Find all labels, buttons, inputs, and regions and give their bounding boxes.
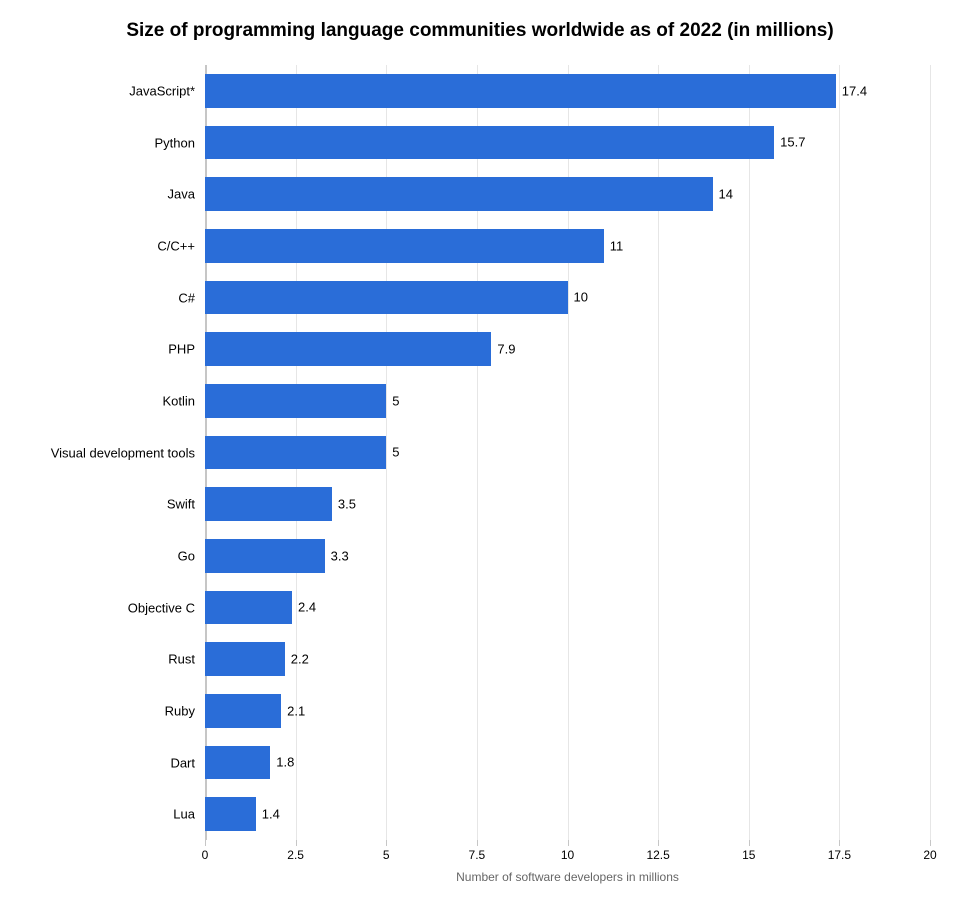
gridline bbox=[930, 65, 931, 840]
bar-row: 10 bbox=[205, 281, 930, 315]
bar-value-label: 2.1 bbox=[281, 703, 305, 718]
bar-row: 5 bbox=[205, 384, 930, 418]
category-label: Rust bbox=[168, 652, 205, 667]
category-label: C# bbox=[178, 290, 205, 305]
bar-value-label: 10 bbox=[568, 290, 588, 305]
bar-value-label: 5 bbox=[386, 445, 399, 460]
bar: 11 bbox=[205, 229, 604, 263]
bar-value-label: 1.4 bbox=[256, 807, 280, 822]
category-label: Ruby bbox=[165, 703, 205, 718]
category-label: Visual development tools bbox=[51, 445, 205, 460]
bar: 5 bbox=[205, 436, 386, 470]
bar-value-label: 2.2 bbox=[285, 652, 309, 667]
category-label: Dart bbox=[170, 755, 205, 770]
x-tick-label: 2.5 bbox=[287, 840, 304, 862]
bar-row: 15.7 bbox=[205, 126, 930, 160]
bar-row: 3.3 bbox=[205, 539, 930, 573]
bar-row: 14 bbox=[205, 177, 930, 211]
x-tick-label: 17.5 bbox=[828, 840, 851, 862]
bar-value-label: 11 bbox=[604, 238, 624, 253]
bar-row: 7.9 bbox=[205, 332, 930, 366]
bar: 15.7 bbox=[205, 126, 774, 160]
category-label: Objective C bbox=[128, 600, 205, 615]
bar: 1.8 bbox=[205, 746, 270, 780]
bar-value-label: 15.7 bbox=[774, 135, 805, 150]
x-tick-label: 20 bbox=[923, 840, 936, 862]
bar-value-label: 14 bbox=[713, 187, 733, 202]
bar-row: 17.4 bbox=[205, 74, 930, 108]
bar-value-label: 3.5 bbox=[332, 497, 356, 512]
bar-value-label: 2.4 bbox=[292, 600, 316, 615]
category-label: Go bbox=[178, 548, 205, 563]
chart-container: Size of programming language communities… bbox=[0, 0, 960, 908]
x-axis-label: Number of software developers in million… bbox=[456, 840, 679, 884]
bar-row: 1.8 bbox=[205, 746, 930, 780]
bar-value-label: 5 bbox=[386, 393, 399, 408]
category-label: PHP bbox=[168, 342, 205, 357]
bar-row: 3.5 bbox=[205, 487, 930, 521]
bar-row: 11 bbox=[205, 229, 930, 263]
bar-row: 2.1 bbox=[205, 694, 930, 728]
bar-value-label: 1.8 bbox=[270, 755, 294, 770]
category-label: Python bbox=[155, 135, 205, 150]
category-label: Lua bbox=[173, 807, 205, 822]
bar-row: 1.4 bbox=[205, 797, 930, 831]
category-label: Java bbox=[168, 187, 205, 202]
bar-row: 2.2 bbox=[205, 642, 930, 676]
bar: 5 bbox=[205, 384, 386, 418]
bar-value-label: 17.4 bbox=[836, 83, 867, 98]
chart-title: Size of programming language communities… bbox=[10, 20, 950, 42]
bar-value-label: 3.3 bbox=[325, 548, 349, 563]
bar: 10 bbox=[205, 281, 568, 315]
bar-row: 2.4 bbox=[205, 591, 930, 625]
bar: 14 bbox=[205, 177, 713, 211]
x-tick-label: 0 bbox=[202, 840, 209, 862]
bar: 2.4 bbox=[205, 591, 292, 625]
category-label: Swift bbox=[167, 497, 205, 512]
plot-area: 02.557.51012.51517.520JavaScript*17.4Pyt… bbox=[205, 65, 930, 840]
x-tick-label: 15 bbox=[742, 840, 755, 862]
bar: 7.9 bbox=[205, 332, 491, 366]
bar: 17.4 bbox=[205, 74, 836, 108]
category-label: Kotlin bbox=[162, 393, 205, 408]
category-label: C/C++ bbox=[157, 238, 205, 253]
bar: 2.1 bbox=[205, 694, 281, 728]
category-label: JavaScript* bbox=[129, 83, 205, 98]
bar-value-label: 7.9 bbox=[491, 342, 515, 357]
bar: 3.3 bbox=[205, 539, 325, 573]
bar: 2.2 bbox=[205, 642, 285, 676]
bar-row: 5 bbox=[205, 436, 930, 470]
bar: 3.5 bbox=[205, 487, 332, 521]
bar: 1.4 bbox=[205, 797, 256, 831]
x-tick-label: 5 bbox=[383, 840, 390, 862]
